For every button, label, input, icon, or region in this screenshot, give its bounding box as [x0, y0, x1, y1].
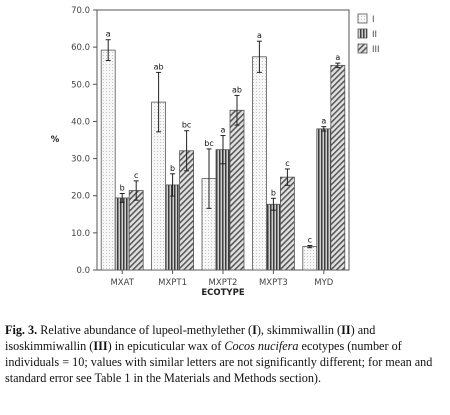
significance-letter: a — [221, 126, 226, 135]
caption-text: ), skimmiwallin ( — [256, 323, 342, 337]
y-tick-label: 70.0 — [71, 6, 90, 16]
bar-II-MXAT — [114, 197, 130, 271]
bar-chart: 0.010.020.030.040.050.060.070.0 abcabbbc… — [51, 6, 380, 298]
bar-I-MXPT3 — [251, 56, 267, 271]
y-tick-label: 20.0 — [71, 192, 90, 202]
legend-swatch-III — [357, 43, 368, 54]
significance-letter: ab — [154, 62, 164, 71]
bar-III-MXPT2 — [229, 109, 245, 271]
x-axis: MXAT MXPT1 MXPT2 MXPT3 MYD — [110, 270, 334, 288]
x-axis-label: ECOTYPE — [201, 288, 244, 298]
significance-letter: a — [106, 30, 111, 39]
significance-letter: b — [170, 164, 175, 173]
caption-text: ecotypes (number of individuals = 10; va… — [5, 339, 433, 385]
bar-II-MXPT3 — [265, 203, 281, 271]
bar-III-MYD — [330, 64, 346, 271]
significance-letter: a — [321, 117, 326, 126]
y-tick-label: 50.0 — [71, 80, 90, 90]
caption-compound-iii: III — [93, 339, 108, 353]
x-tick-label: MXAT — [110, 278, 134, 288]
legend-swatch-II — [357, 28, 368, 39]
bar-II-MYD — [316, 128, 332, 271]
y-tick-label: 40.0 — [71, 117, 90, 127]
bar-I-MYD — [302, 246, 318, 271]
caption-text: ) and isoskimmiwallin ( — [5, 323, 376, 353]
significance-letter: c — [308, 235, 312, 244]
legend-label-III: III — [372, 45, 380, 55]
significance-letter: c — [285, 159, 289, 168]
figure-caption: Fig. 3. Relative abundance of lupeol-met… — [5, 322, 445, 386]
significance-letter: bc — [182, 121, 191, 130]
x-tick-label: MXPT2 — [209, 278, 238, 288]
caption-compound-i: I — [252, 323, 257, 337]
legend-swatch-I — [357, 13, 368, 24]
legend-label-II: II — [372, 30, 377, 40]
y-tick-label: 0.0 — [76, 266, 90, 276]
x-tick-label: MXPT1 — [158, 278, 187, 288]
caption-text: Relative abundance of lupeol-methylether… — [37, 323, 253, 337]
y-tick-label: 60.0 — [71, 43, 90, 53]
y-axis: 0.0 10.0 20.0 30.0 40.0 50.0 60.0 70.0 — [71, 6, 97, 276]
bar-II-MXPT1 — [165, 184, 181, 271]
legend-label-I: I — [372, 15, 375, 25]
caption-compound-ii: II — [341, 323, 351, 337]
significance-letter: c — [134, 171, 138, 180]
bar-III-MXAT — [128, 190, 144, 271]
caption-figure-label: Fig. 3. — [5, 323, 38, 337]
y-axis-label: % — [51, 135, 60, 145]
significance-letter: b — [120, 183, 125, 192]
x-tick-label: MYD — [314, 278, 334, 288]
caption-species: Cocos nucifera — [224, 339, 299, 353]
significance-letter: bc — [204, 139, 213, 148]
caption-text: ) in epicuticular wax of — [107, 339, 225, 353]
bar-II-MXPT2 — [215, 149, 231, 271]
significance-letter: b — [271, 188, 276, 197]
y-tick-label: 30.0 — [71, 155, 90, 165]
bar-III-MXPT3 — [279, 176, 295, 271]
x-tick-label: MXPT3 — [259, 278, 288, 288]
significance-letter: a — [335, 53, 340, 62]
significance-letter: ab — [232, 85, 242, 94]
significance-letter: a — [257, 31, 262, 40]
y-tick-label: 10.0 — [71, 229, 90, 239]
bar-I-MXAT — [100, 49, 116, 271]
